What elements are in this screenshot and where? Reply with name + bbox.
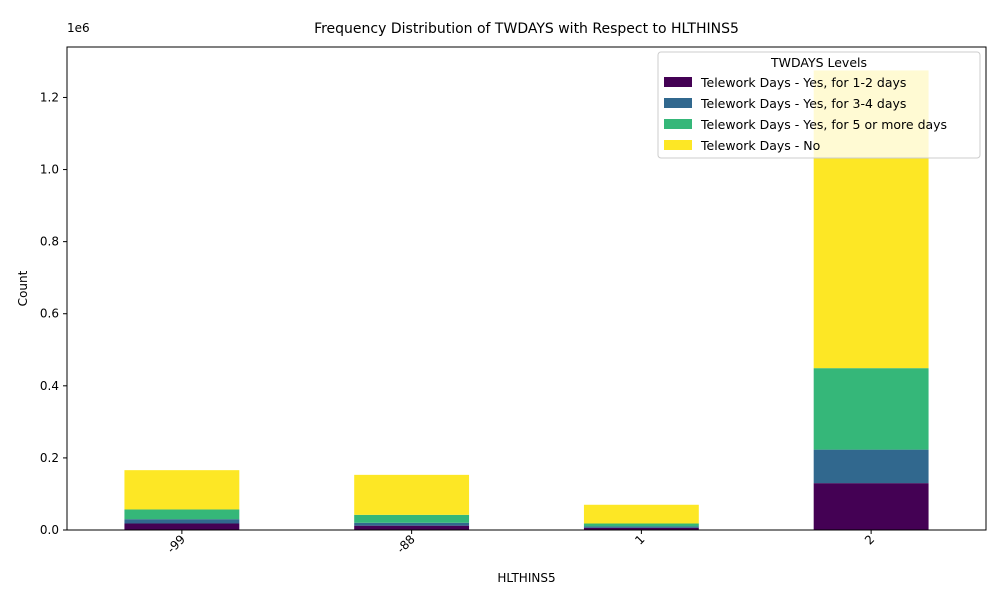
- legend: TWDAYS Levels Telework Days - Yes, for 1-…: [657, 51, 981, 159]
- y-tick-label: 0.4: [40, 379, 59, 393]
- bar-segment--88-series-1: [354, 525, 470, 530]
- bar-segment-1-series-3: [583, 523, 699, 527]
- bar-segment--88-series-4: [354, 474, 470, 515]
- bar-segment-2-series-1: [813, 483, 929, 530]
- legend-swatch: [664, 98, 692, 108]
- y-tick-label: 0.8: [40, 235, 59, 249]
- legend-box: [657, 51, 981, 159]
- y-tick-label: 1.0: [40, 163, 59, 177]
- bar-segment--99-series-3: [124, 509, 240, 520]
- bar-segment-1-series-1: [583, 527, 699, 530]
- legend-label: Telework Days - No: [700, 138, 820, 153]
- legend-label: Telework Days - Yes, for 3-4 days: [700, 96, 906, 111]
- legend-label: Telework Days - Yes, for 1-2 days: [700, 75, 906, 90]
- y-axis: 0.0 0.2 0.4 0.6 0.8 1.0 1.2: [40, 90, 67, 537]
- legend-swatch: [664, 77, 692, 87]
- bar-segment--99-series-4: [124, 470, 240, 510]
- bar-segment--88-series-3: [354, 514, 470, 523]
- chart-title: Frequency Distribution of TWDAYS with Re…: [314, 21, 739, 37]
- bar-segment--99-series-1: [124, 523, 240, 530]
- bar-segment-1-series-4: [583, 504, 699, 524]
- y-tick-label: 0.0: [40, 523, 59, 537]
- plot-frame: [66, 46, 987, 531]
- x-axis-label: HLTHINS5: [497, 571, 555, 585]
- bar-segment-2-series-2: [813, 449, 929, 484]
- y-tick-label: 0.2: [40, 451, 59, 465]
- y-tick-label: 1.2: [40, 90, 59, 104]
- bar-segment-2-series-3: [813, 368, 929, 450]
- legend-title: TWDAYS Levels: [770, 55, 867, 70]
- legend-swatch: [664, 119, 692, 129]
- y-axis-label: Count: [16, 270, 30, 306]
- legend-label: Telework Days - Yes, for 5 or more days: [700, 117, 947, 132]
- legend-swatch: [664, 140, 692, 150]
- bar-segment-1-series-2: [583, 526, 699, 528]
- y-tick-label: 0.6: [40, 307, 59, 321]
- bar-segment--99-series-2: [124, 519, 240, 524]
- y-offset-label: 1e6: [67, 21, 90, 35]
- bar-segment--88-series-2: [354, 522, 470, 526]
